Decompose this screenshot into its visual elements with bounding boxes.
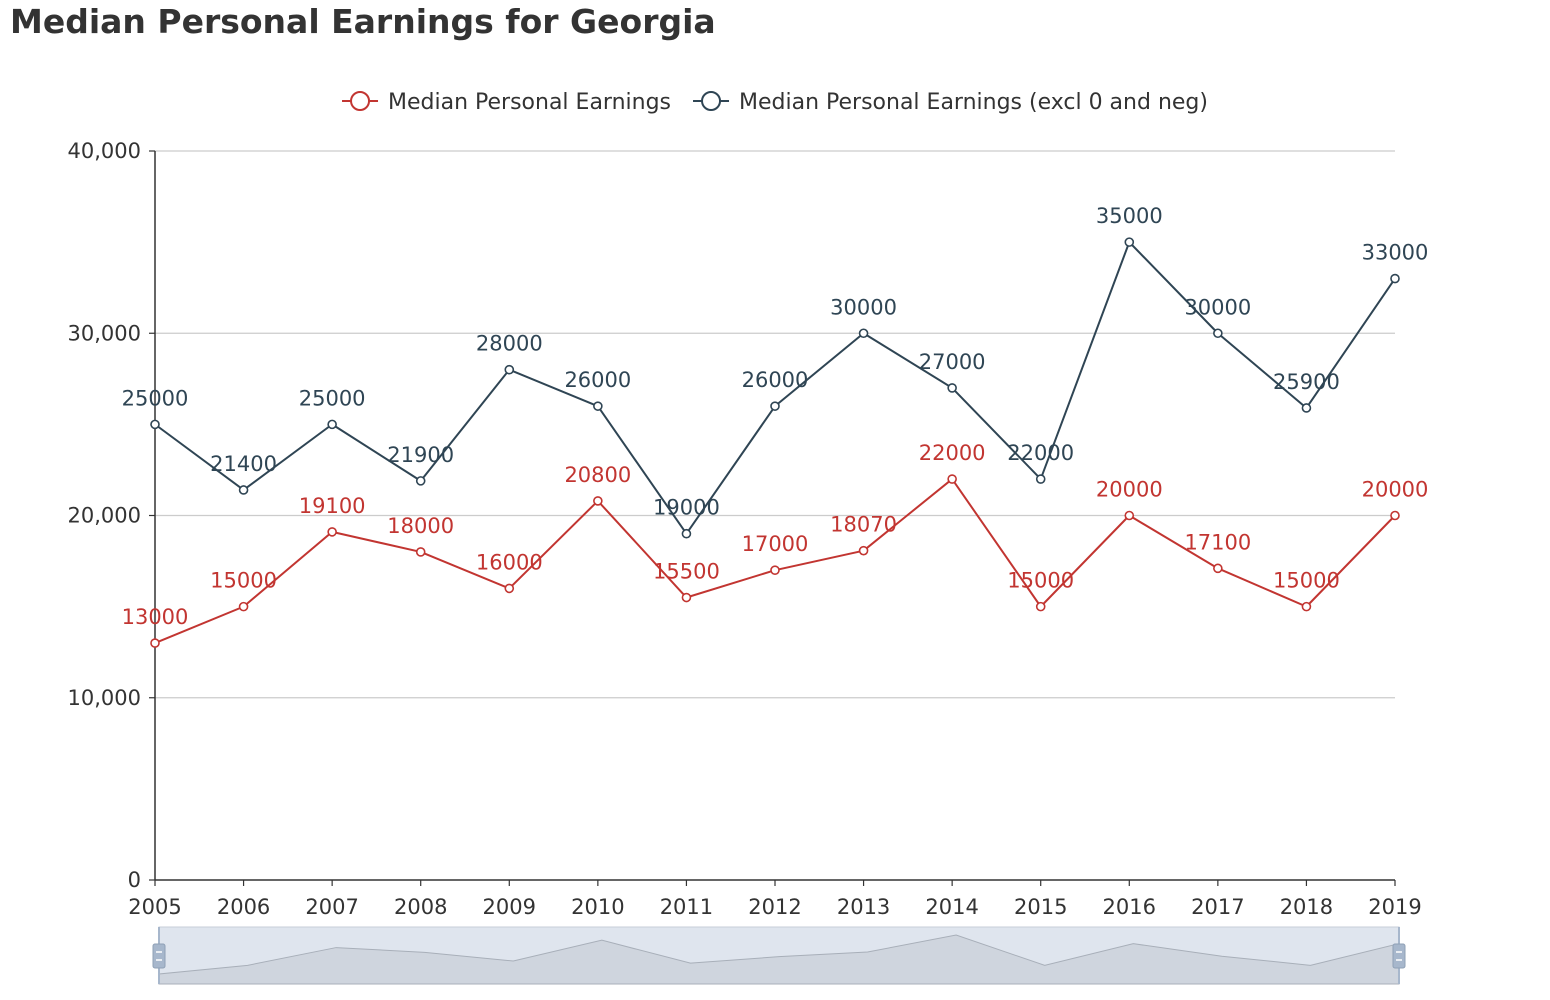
data-label: 18070: [830, 513, 897, 537]
x-tick-label: 2007: [305, 895, 358, 919]
x-tick-label: 2010: [571, 895, 624, 919]
data-label: 20000: [1362, 478, 1429, 502]
data-label: 16000: [476, 550, 543, 574]
zoom-handle-left[interactable]: [152, 927, 166, 984]
data-label: 15000: [1273, 569, 1340, 593]
data-label: 35000: [1096, 204, 1163, 228]
data-label: 21900: [387, 443, 454, 467]
x-tick-label: 2012: [748, 895, 801, 919]
data-point[interactable]: [415, 476, 426, 486]
data-label: 28000: [476, 332, 543, 356]
data-point[interactable]: [947, 383, 957, 393]
x-tick-label: 2013: [837, 895, 890, 919]
y-tick-label: 40,000: [68, 139, 141, 163]
y-tick-label: 0: [128, 868, 141, 892]
data-label: 25000: [122, 386, 189, 410]
data-point[interactable]: [327, 527, 337, 537]
data-point[interactable]: [1124, 237, 1135, 247]
y-tick-label: 10,000: [68, 686, 141, 710]
data-label: 15500: [653, 560, 720, 584]
data-point[interactable]: [947, 474, 957, 484]
y-tick-label: 20,000: [68, 504, 141, 528]
data-label: 26000: [742, 368, 809, 392]
data-point[interactable]: [1301, 403, 1312, 413]
data-point[interactable]: [327, 419, 337, 430]
legend-marker-icon: [350, 91, 371, 111]
data-label: 15000: [1007, 569, 1074, 593]
data-point[interactable]: [681, 528, 692, 539]
x-tick-label: 2019: [1368, 895, 1421, 919]
zoom-handle-right[interactable]: [1392, 927, 1406, 984]
y-tick-label: 30,000: [68, 321, 141, 345]
data-point[interactable]: [593, 496, 603, 506]
x-tick-label: 2011: [660, 895, 713, 919]
data-label: 21400: [210, 452, 277, 476]
data-label: 33000: [1362, 241, 1429, 265]
data-label: 17000: [742, 532, 809, 556]
data-label: 26000: [564, 368, 631, 392]
data-point[interactable]: [150, 638, 160, 648]
data-point[interactable]: [593, 401, 603, 411]
data-point[interactable]: [770, 401, 780, 411]
data-point[interactable]: [1390, 273, 1400, 284]
data-point[interactable]: [681, 592, 692, 603]
data-label: 13000: [122, 605, 189, 629]
data-point[interactable]: [238, 485, 249, 495]
data-point[interactable]: [415, 547, 426, 557]
data-label: 22000: [919, 441, 986, 465]
data-point[interactable]: [1390, 510, 1400, 521]
chart-title: Median Personal Earnings for Georgia: [10, 2, 716, 41]
data-point[interactable]: [504, 364, 515, 375]
x-tick-label: 2008: [394, 895, 447, 919]
data-label: 25000: [299, 386, 366, 410]
data-point[interactable]: [1301, 601, 1312, 612]
data-point[interactable]: [1124, 510, 1135, 521]
legend-marker-icon: [701, 91, 722, 111]
data-label: 19100: [299, 494, 366, 518]
data-label: 25900: [1273, 370, 1340, 394]
data-point[interactable]: [1213, 328, 1223, 339]
legend-label: Median Personal Earnings: [388, 90, 671, 115]
x-tick-label: 2009: [483, 895, 536, 919]
legend-label: Median Personal Earnings (excl 0 and neg…: [739, 90, 1208, 115]
data-label: 19000: [653, 496, 720, 520]
data-label: 20800: [564, 463, 631, 487]
data-point[interactable]: [504, 583, 515, 594]
data-label: 20000: [1096, 478, 1163, 502]
x-tick-label: 2015: [1014, 895, 1067, 919]
data-label: 15000: [210, 569, 277, 593]
data-label: 18000: [387, 514, 454, 538]
data-point[interactable]: [770, 565, 780, 575]
legend-item-2[interactable]: Median Personal Earnings (excl 0 and neg…: [693, 90, 1208, 115]
x-tick-label: 2005: [128, 895, 181, 919]
data-point[interactable]: [1213, 563, 1223, 574]
data-point[interactable]: [1035, 474, 1046, 484]
data-label: 27000: [919, 350, 986, 374]
data-zoom-preview: [158, 934, 1400, 985]
data-point[interactable]: [238, 601, 249, 612]
data-point[interactable]: [858, 328, 869, 339]
data-point[interactable]: [1035, 601, 1046, 612]
x-tick-label: 2014: [925, 895, 978, 919]
x-tick-label: 2018: [1280, 895, 1333, 919]
data-label: 22000: [1007, 441, 1074, 465]
x-tick-label: 2006: [217, 895, 270, 919]
x-tick-label: 2016: [1103, 895, 1156, 919]
data-label: 30000: [830, 295, 897, 319]
legend-item-1[interactable]: Median Personal Earnings: [342, 90, 671, 115]
data-point[interactable]: [150, 419, 160, 430]
x-tick-label: 2017: [1191, 895, 1244, 919]
data-point[interactable]: [858, 545, 869, 556]
data-label: 30000: [1184, 295, 1251, 319]
data-label: 17100: [1184, 530, 1251, 554]
